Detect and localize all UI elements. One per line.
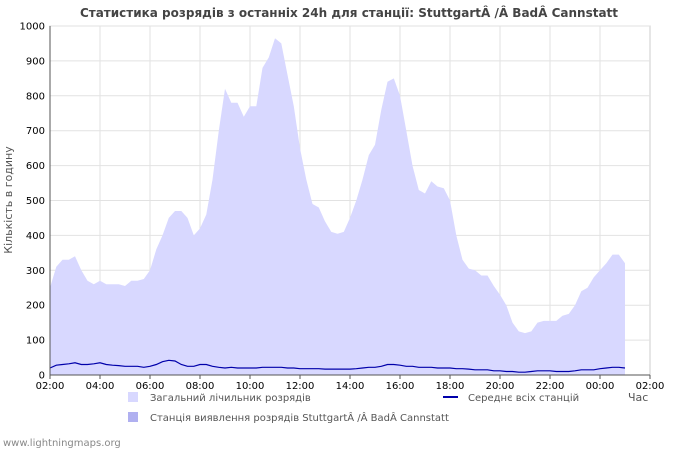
x-tick-label: 18:00 xyxy=(436,381,465,392)
y-tick-label: 600 xyxy=(26,161,45,172)
x-tick-label: 06:00 xyxy=(136,381,165,392)
y-tick-label: 1000 xyxy=(20,22,45,33)
x-axis-label: Час xyxy=(628,391,648,404)
series-average-line xyxy=(49,359,626,373)
x-tick-label: 20:00 xyxy=(486,381,515,392)
y-tick-label: 300 xyxy=(26,266,45,277)
legend-label-total: Загальний лічильник розрядів xyxy=(150,392,311,404)
x-tick-label: 08:00 xyxy=(186,381,215,392)
y-tick-label: 500 xyxy=(26,196,45,207)
y-tick-labels: 0 100 200 300 400 500 600 700 800 900 1000 xyxy=(20,22,45,382)
x-tick-label: 12:00 xyxy=(286,381,315,392)
credit-text: www.lightningmaps.org xyxy=(3,438,121,449)
legend-label-average: Середнє всіх станцій xyxy=(468,392,579,404)
y-tick-label: 100 xyxy=(26,336,45,347)
y-tick-label: 400 xyxy=(26,231,45,242)
legend-swatch-station xyxy=(128,412,138,422)
x-tick-label: 02:00 xyxy=(636,381,665,392)
y-tick-label: 0 xyxy=(39,371,45,382)
x-tick-label: 22:00 xyxy=(536,381,565,392)
chart-title: Статистика розрядів з останніх 24h для с… xyxy=(80,5,618,20)
y-tick-label: 800 xyxy=(26,91,45,102)
x-tick-label: 16:00 xyxy=(386,381,415,392)
y-tick-label: 900 xyxy=(26,56,45,67)
legend-label-station: Станція виявлення розрядів StuttgartÂ /Â… xyxy=(150,411,449,424)
x-tick-label: 02:00 xyxy=(36,381,65,392)
x-tick-label: 10:00 xyxy=(236,381,265,392)
x-tick-label: 04:00 xyxy=(86,381,115,392)
legend-swatch-total xyxy=(128,392,138,402)
y-tick-label: 700 xyxy=(26,126,45,137)
series-total-area xyxy=(50,38,625,375)
x-tick-label: 14:00 xyxy=(336,381,365,392)
x-tick-label: 00:00 xyxy=(586,381,615,392)
y-tick-label: 200 xyxy=(26,301,45,312)
y-axis-label: Кількість в годину xyxy=(2,146,15,254)
x-tick-labels: 02:00 04:00 06:00 08:00 10:00 12:00 14:00 16:00… xyxy=(36,375,665,392)
